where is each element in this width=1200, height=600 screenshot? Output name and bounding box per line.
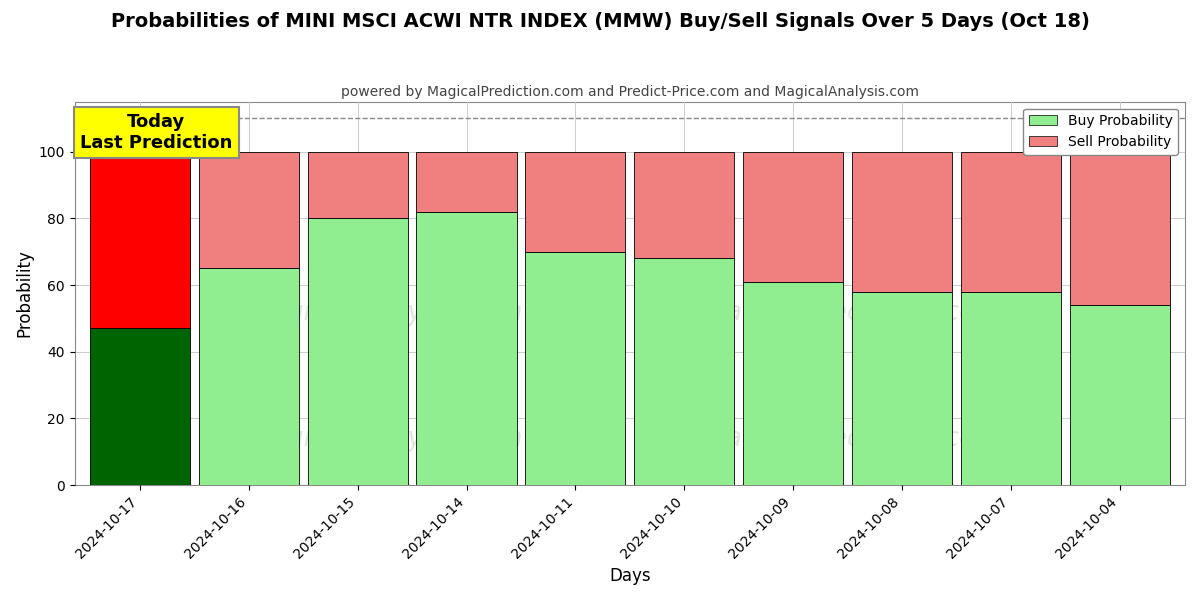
Bar <box>416 212 517 485</box>
Text: Probabilities of MINI MSCI ACWI NTR INDEX (MMW) Buy/Sell Signals Over 5 Days (Oc: Probabilities of MINI MSCI ACWI NTR INDE… <box>110 12 1090 31</box>
Bar <box>526 251 625 485</box>
Title: powered by MagicalPrediction.com and Predict-Price.com and MagicalAnalysis.com: powered by MagicalPrediction.com and Pre… <box>341 85 919 99</box>
Bar <box>961 292 1061 485</box>
Legend: Buy Probability, Sell Probability: Buy Probability, Sell Probability <box>1024 109 1178 155</box>
Y-axis label: Probability: Probability <box>16 250 34 337</box>
Bar <box>307 152 408 218</box>
Bar <box>526 152 625 251</box>
Bar <box>90 152 190 328</box>
Bar <box>634 152 734 259</box>
Bar <box>307 218 408 485</box>
Bar <box>90 328 190 485</box>
Text: MagicalPrediction.com: MagicalPrediction.com <box>703 426 1001 452</box>
Bar <box>634 259 734 485</box>
Bar <box>199 268 299 485</box>
Bar <box>199 152 299 268</box>
Bar <box>416 152 517 212</box>
Bar <box>961 152 1061 292</box>
Text: MagicalPrediction.com: MagicalPrediction.com <box>703 299 1001 326</box>
X-axis label: Days: Days <box>610 567 650 585</box>
Bar <box>1069 305 1170 485</box>
Bar <box>743 152 844 281</box>
Text: Today
Last Prediction: Today Last Prediction <box>80 113 233 152</box>
Text: MagicalAnalysis.com: MagicalAnalysis.com <box>248 299 523 326</box>
Bar <box>852 152 952 292</box>
Text: MagicalAnalysis.com: MagicalAnalysis.com <box>248 426 523 452</box>
Bar <box>743 281 844 485</box>
Bar <box>852 292 952 485</box>
Bar <box>1069 152 1170 305</box>
